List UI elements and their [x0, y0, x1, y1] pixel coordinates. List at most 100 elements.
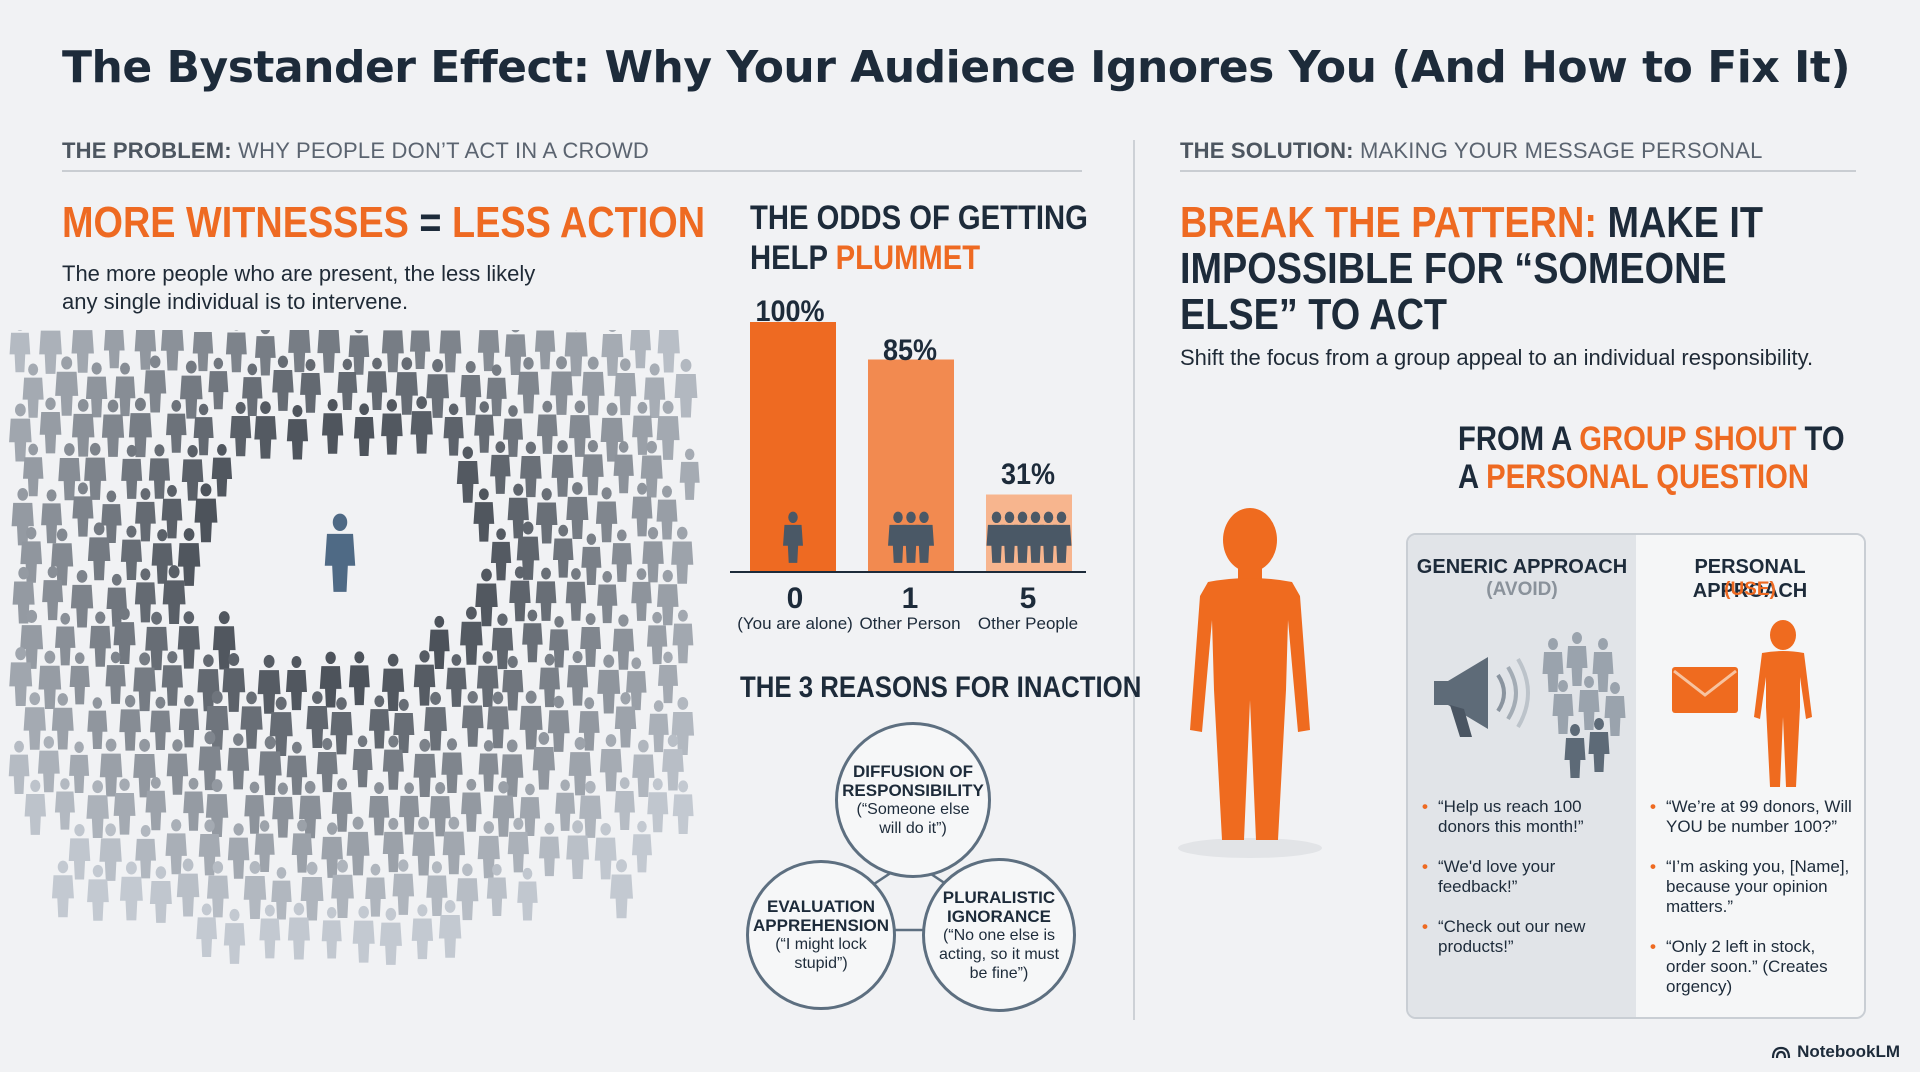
crowd-person — [365, 863, 386, 917]
crowd-person — [346, 816, 370, 876]
approach-comparison-panel: GENERIC APPROACH (AVOID) PERSONAL APPROA… — [1406, 533, 1866, 1019]
crowd-person — [316, 738, 338, 793]
crowd-person — [38, 650, 62, 710]
crowd-person — [549, 616, 570, 668]
crowd-person — [89, 611, 112, 667]
crowd-person — [382, 817, 404, 873]
crowd-person — [72, 398, 95, 457]
crowd-person — [178, 694, 200, 748]
crowd-person — [657, 651, 679, 704]
crowd-person — [87, 697, 108, 749]
crowd-person — [254, 401, 277, 459]
column-divider — [1133, 140, 1135, 1020]
crowd-person — [37, 736, 60, 793]
crowd-person — [626, 657, 647, 711]
crowd-person — [477, 330, 500, 372]
crowd-person — [205, 779, 229, 837]
bar-value-label: 85% — [882, 334, 938, 367]
crowd-person — [51, 693, 74, 750]
crowd-person — [348, 651, 370, 706]
crowd-person — [539, 822, 560, 877]
crowd-person — [306, 691, 329, 749]
crowd-person — [145, 611, 168, 671]
crowd-person — [475, 568, 498, 627]
crowd-person — [121, 444, 143, 499]
odds-bar-chart — [730, 322, 1086, 573]
crowd-person — [300, 359, 321, 413]
crowd-person — [631, 482, 653, 537]
crowd-person — [9, 647, 33, 707]
crowd-person — [291, 819, 313, 873]
crowd-person — [144, 355, 167, 413]
crowd-person — [135, 488, 156, 542]
crowd-person — [534, 330, 556, 370]
crowd-person — [254, 820, 275, 872]
crowd-person — [381, 399, 403, 455]
crowd-person — [230, 401, 252, 457]
crowd-person — [69, 741, 90, 793]
crowd-person — [413, 650, 436, 706]
crowd-person — [631, 568, 652, 621]
crowd-person — [9, 330, 31, 373]
crowd-person — [610, 859, 634, 919]
crowd-person — [566, 651, 589, 706]
crowd-person — [446, 654, 467, 707]
crowd-person — [269, 696, 293, 757]
crowd-person — [443, 403, 464, 456]
crowd-person — [1588, 718, 1610, 772]
central-bystander-figure — [324, 513, 356, 592]
crowd-person — [272, 355, 294, 411]
crowd-person — [656, 485, 678, 540]
crowd-person — [597, 654, 621, 714]
crowd-person — [522, 609, 543, 663]
crowd-person — [504, 330, 527, 376]
crowd-person — [517, 867, 538, 921]
crowd-person — [612, 614, 635, 670]
crowd-person — [613, 441, 634, 494]
crowd-person — [133, 738, 156, 798]
megaphone-icon — [1434, 657, 1530, 737]
crowd-person — [348, 330, 370, 375]
crowd-person — [149, 866, 172, 923]
crowd-person — [555, 779, 576, 831]
footer-brand: NotebookLM — [1797, 1042, 1900, 1061]
crowd-person — [441, 738, 463, 794]
crowd-person — [461, 691, 484, 747]
crowd-person — [429, 615, 450, 669]
reason-evaluation-apprehension: EVALUATION APPREHENSION (“I might lock s… — [746, 860, 896, 1010]
crowd-person — [177, 611, 200, 669]
crowd-person — [486, 691, 510, 749]
crowd-person — [101, 490, 122, 543]
crowd-person — [99, 738, 123, 797]
crowd-person — [24, 779, 47, 835]
crowd-person — [162, 565, 186, 624]
crowd-person — [369, 695, 390, 749]
crowd-person — [1592, 638, 1614, 692]
crowd-person — [438, 900, 462, 958]
crowd-person — [20, 609, 44, 669]
crowd-person — [87, 522, 111, 581]
crowd-person — [552, 524, 574, 578]
list-item: “We’re at 99 donors, Will YOU be number … — [1650, 797, 1855, 837]
crowd-person — [410, 396, 433, 454]
personal-approach-bullets: “We’re at 99 donors, Will YOU be number … — [1650, 797, 1855, 1017]
list-item: “Only 2 left in stock, order soon.” (Cre… — [1650, 937, 1855, 997]
crowd-person — [113, 778, 136, 835]
crowd-person — [319, 651, 342, 708]
crowd-person — [206, 861, 229, 918]
crowd-person — [501, 739, 524, 797]
bar-value-label: 100% — [755, 295, 825, 328]
crowd-person — [134, 330, 157, 370]
crowd-person — [368, 782, 390, 836]
crowd-person — [507, 817, 529, 873]
crowd-person — [330, 697, 353, 755]
crowd-person — [490, 441, 511, 494]
crowd-person — [298, 780, 322, 839]
crowd-person — [564, 330, 588, 377]
crowd-person — [392, 859, 415, 915]
crowd-person — [222, 652, 246, 712]
crowd-person — [51, 860, 74, 918]
crowd-person — [629, 330, 651, 369]
crowd-person — [105, 651, 126, 704]
crowd-person — [176, 858, 200, 917]
